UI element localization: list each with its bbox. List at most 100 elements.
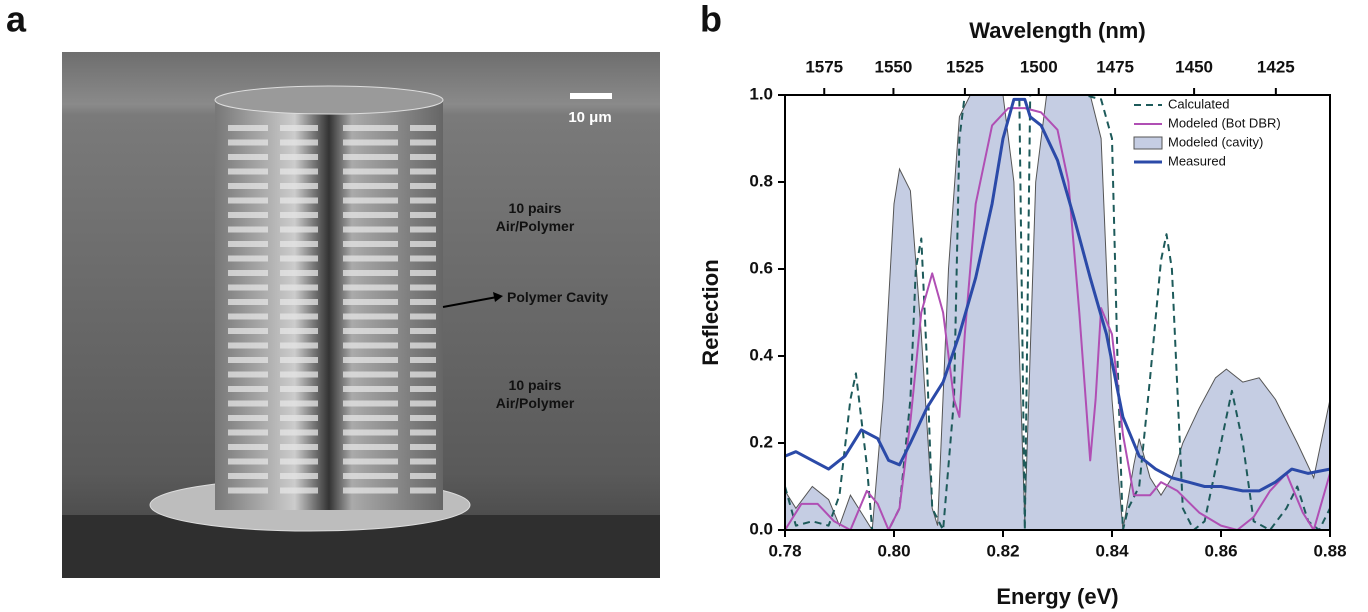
layer-stripe [228, 429, 268, 436]
layer-stripe [228, 255, 268, 262]
layer-stripe [280, 168, 318, 175]
layer-stripe [228, 125, 268, 131]
layer-stripe [343, 183, 398, 189]
scale-label: 10 μm [568, 109, 611, 126]
layer-stripe [343, 270, 398, 276]
layer-stripe [280, 400, 318, 407]
layer-stripe [228, 342, 268, 349]
pillar-top [214, 85, 444, 115]
x2-tick-label: 1525 [946, 57, 984, 76]
layer-stripe [410, 299, 436, 305]
layer-stripe [228, 444, 268, 450]
layer-stripe [410, 357, 436, 363]
legend-label: Modeled (Bot DBR) [1168, 115, 1281, 130]
layer-stripe [410, 183, 436, 189]
layer-stripe [410, 342, 436, 349]
x-tick-label: 0.84 [1095, 541, 1129, 560]
panel-label: a [6, 0, 27, 40]
legend-swatch [1133, 136, 1163, 150]
y-tick-label: 0.4 [749, 345, 773, 364]
layer-stripes [228, 125, 436, 494]
layer-stripe [228, 386, 268, 392]
layer-stripe [343, 386, 398, 392]
layer-stripe [228, 400, 268, 407]
layer-stripe [280, 241, 318, 247]
y-tick-label: 0.2 [749, 432, 773, 451]
layer-stripe [410, 226, 436, 233]
layer-stripe [410, 429, 436, 436]
layer-stripe [280, 139, 318, 146]
layer-stripe [280, 429, 318, 436]
layer-stripe [410, 313, 436, 320]
layer-stripe [410, 241, 436, 247]
layer-stripe [228, 415, 268, 421]
layer-stripe [343, 328, 398, 334]
layer-stripe [343, 125, 398, 131]
layer-stripe [228, 458, 268, 465]
layer-stripe [343, 429, 398, 436]
panel-label: b [700, 0, 722, 40]
layer-stripe [228, 357, 268, 363]
layer-stripe [410, 270, 436, 276]
layer-stripe [228, 299, 268, 305]
layer-stripe [410, 473, 436, 479]
layer-stripe [280, 458, 318, 465]
plot: b 0.78 0.80 0.82 0.84 0.86 0.88 0.0 0.2 0.4 0.6 0.8… [698, 0, 1347, 609]
legend-label: Measured [1168, 153, 1226, 168]
layer-stripe [343, 212, 398, 218]
layer-stripe [410, 284, 436, 291]
layer-stripe [343, 284, 398, 291]
legend-label: Modeled (cavity) [1168, 134, 1263, 149]
layer-stripe [410, 415, 436, 421]
layer-stripe [280, 284, 318, 291]
layer-stripe [280, 473, 318, 479]
layer-stripe [280, 444, 318, 450]
x2-axis-title: Wavelength (nm) [969, 18, 1145, 43]
layer-stripe [228, 168, 268, 175]
arrow-head [493, 292, 503, 302]
layer-stripe [410, 386, 436, 392]
layer-stripe [280, 328, 318, 334]
layer-stripe [410, 487, 436, 494]
layer-stripe [228, 313, 268, 320]
layer-stripe [280, 226, 318, 233]
scale-bar [570, 93, 612, 99]
layer-stripe [343, 168, 398, 175]
layer-stripe [228, 371, 268, 378]
layer-stripe [228, 473, 268, 479]
layer-stripe [410, 328, 436, 334]
layer-stripe [280, 197, 318, 204]
layer-stripe [343, 357, 398, 363]
layer-stripe [228, 212, 268, 218]
line [785, 94, 1330, 530]
layer-stripe [228, 139, 268, 146]
x2-tick-label: 1425 [1257, 57, 1295, 76]
layer-stripe [280, 313, 318, 320]
layer-stripe [343, 458, 398, 465]
layer-stripe [280, 415, 318, 421]
layer-stripe [343, 226, 398, 233]
layer-stripe [343, 255, 398, 262]
layer-stripe [228, 270, 268, 276]
legend-label: Calculated [1168, 96, 1229, 111]
layer-stripe [280, 154, 318, 160]
layer-stripe [280, 386, 318, 392]
x2-tick-label: 1475 [1096, 57, 1134, 76]
layer-stripe [410, 197, 436, 204]
layer-stripe [280, 183, 318, 189]
layer-stripe [343, 415, 398, 421]
y-tick-label: 0.0 [749, 519, 773, 538]
line [785, 97, 1330, 493]
x-tick-label: 0.80 [877, 541, 910, 560]
layer-stripe [343, 400, 398, 407]
layer-stripe [343, 371, 398, 378]
x2-tick-label: 1550 [875, 57, 913, 76]
layer-stripe [280, 255, 318, 262]
layer-stripe [280, 299, 318, 305]
y-tick-label: 0.6 [749, 258, 773, 277]
layer-stripe [228, 487, 268, 494]
layer-stripe [410, 139, 436, 146]
annotation: Polymer Cavity [507, 289, 608, 305]
layer-stripe [410, 212, 436, 218]
